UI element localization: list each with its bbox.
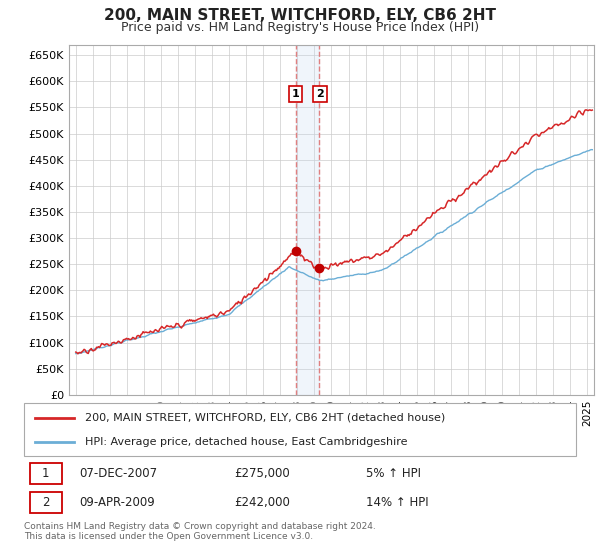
Text: 07-DEC-2007: 07-DEC-2007: [79, 467, 157, 480]
Text: £275,000: £275,000: [234, 467, 290, 480]
Text: Price paid vs. HM Land Registry's House Price Index (HPI): Price paid vs. HM Land Registry's House …: [121, 21, 479, 34]
Text: HPI: Average price, detached house, East Cambridgeshire: HPI: Average price, detached house, East…: [85, 436, 407, 446]
Text: 1: 1: [42, 467, 49, 480]
Text: 200, MAIN STREET, WITCHFORD, ELY, CB6 2HT (detached house): 200, MAIN STREET, WITCHFORD, ELY, CB6 2H…: [85, 413, 445, 423]
Text: 2: 2: [316, 89, 324, 99]
Text: 2: 2: [42, 496, 49, 509]
FancyBboxPatch shape: [29, 463, 62, 484]
Text: Contains HM Land Registry data © Crown copyright and database right 2024.: Contains HM Land Registry data © Crown c…: [24, 522, 376, 531]
Text: £242,000: £242,000: [234, 496, 290, 509]
Text: 09-APR-2009: 09-APR-2009: [79, 496, 155, 509]
Text: 200, MAIN STREET, WITCHFORD, ELY, CB6 2HT: 200, MAIN STREET, WITCHFORD, ELY, CB6 2H…: [104, 8, 496, 24]
FancyBboxPatch shape: [29, 492, 62, 514]
Text: 14% ↑ HPI: 14% ↑ HPI: [366, 496, 429, 509]
Text: 5% ↑ HPI: 5% ↑ HPI: [366, 467, 421, 480]
FancyBboxPatch shape: [24, 403, 576, 456]
Bar: [296, 45, 319, 395]
Text: 1: 1: [292, 89, 299, 99]
Text: This data is licensed under the Open Government Licence v3.0.: This data is licensed under the Open Gov…: [24, 532, 313, 541]
